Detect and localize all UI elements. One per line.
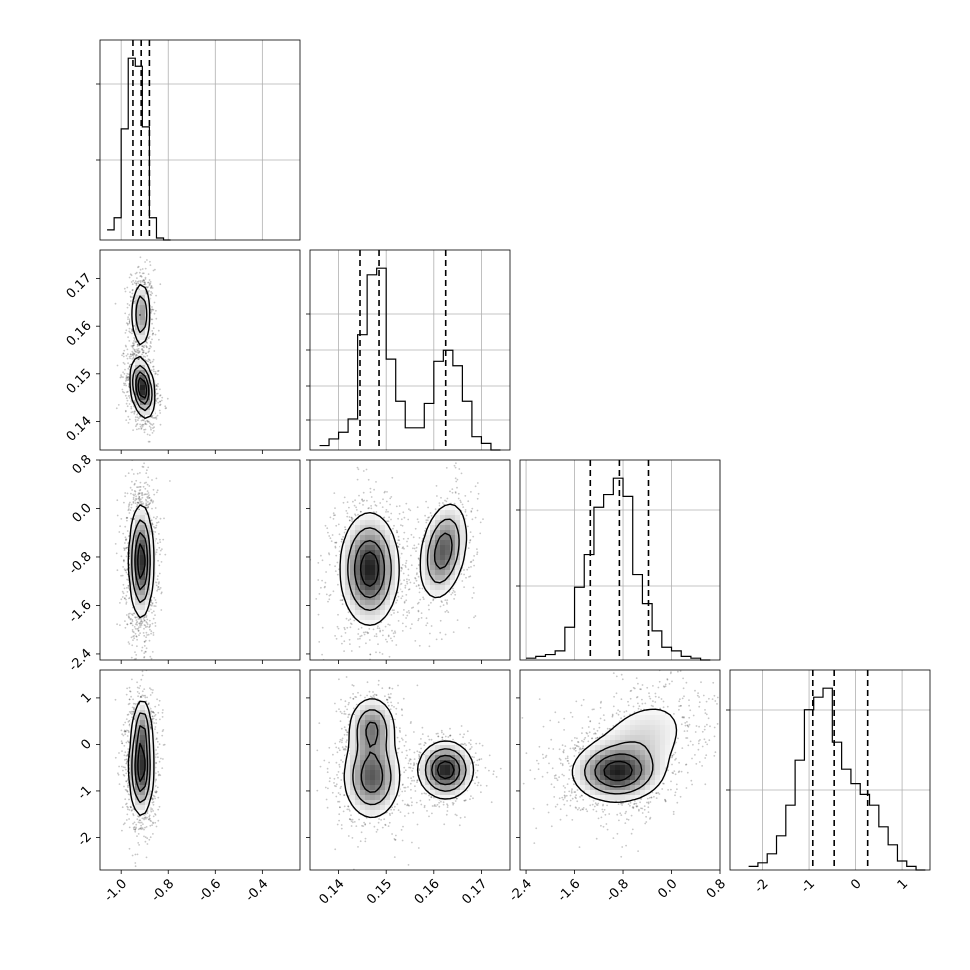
hist-p2	[516, 459, 721, 661]
y-tick-label: 0.14	[64, 414, 95, 445]
grid	[730, 670, 930, 870]
y-tick-label: 0.17	[64, 271, 95, 302]
contour-level-2	[134, 532, 149, 591]
contour-lines	[343, 698, 475, 819]
x-tick-label: 0	[848, 876, 864, 892]
grid	[100, 40, 300, 240]
contour-level-2	[360, 721, 461, 793]
y-tick-labels: 0.14 0.15 0.16 0.17 -2.4 -1.6 -0.8 0.0 0.8 -2 -1 0 1	[64, 271, 95, 850]
hist-p3	[726, 669, 931, 871]
x-tick-label: -2.4	[507, 876, 536, 905]
contour-level-2	[134, 725, 149, 793]
contour-level-3	[603, 760, 633, 782]
x-tick-labels: -1.0 -0.8 -0.6 -0.4 0.14 0.15 0.16 0.17 -2.4 -1.6…	[102, 876, 911, 907]
contour-level-1	[132, 295, 153, 412]
contour-level-3	[137, 377, 148, 399]
contour-level-0	[127, 700, 155, 816]
x-tick-label: 1	[895, 876, 911, 892]
contour-level-1	[584, 741, 654, 795]
scatter-p3-p1	[306, 669, 511, 874]
contour-level-1	[352, 709, 467, 806]
contour-lines	[127, 504, 155, 619]
x-tick-label: 0.15	[364, 876, 395, 907]
x-tick-label: -1	[798, 876, 818, 896]
contour-level-0	[339, 503, 468, 626]
grid	[310, 250, 510, 450]
contour-lines	[571, 708, 678, 803]
histogram-step	[748, 687, 926, 871]
x-tick-label: -0.4	[243, 876, 272, 905]
contour-level-0	[129, 283, 156, 419]
y-tick-label: 0	[78, 737, 94, 753]
scatter-p1-p0	[96, 249, 301, 454]
contour-lines	[129, 283, 156, 419]
y-tick-label: -2.4	[66, 646, 95, 675]
y-tick-label: 0.8	[70, 452, 95, 477]
scatter-p2-p1	[306, 459, 511, 664]
contour-lines	[339, 503, 468, 626]
contour-level-0	[343, 698, 475, 819]
y-tick-label: -2	[75, 830, 95, 850]
x-tick-label: -0.6	[196, 876, 225, 905]
contour-level-2	[135, 314, 150, 405]
contour-level-3	[137, 543, 146, 579]
y-tick-label: 0.15	[64, 366, 95, 397]
x-tick-label: 0.8	[704, 876, 729, 901]
x-tick-label: -1.0	[102, 876, 131, 905]
contour-level-3	[436, 760, 455, 780]
y-tick-label: -1	[75, 783, 95, 803]
contour-level-3	[137, 742, 146, 783]
histogram-step	[319, 267, 501, 451]
hist-p0	[96, 39, 301, 241]
scatter-p2-p0	[96, 459, 301, 664]
x-tick-label: 0.16	[412, 876, 443, 907]
contour-level-1	[131, 519, 151, 604]
y-tick-label: -1.6	[66, 598, 95, 627]
x-tick-label: -0.8	[604, 876, 633, 905]
histogram-step	[107, 57, 171, 241]
contour-level-1	[347, 518, 460, 611]
histogram-step	[526, 477, 711, 661]
contour-level-3	[359, 551, 379, 587]
x-tick-label: 0.14	[317, 876, 348, 907]
contour-level-1	[131, 712, 151, 804]
contour-lines	[127, 700, 155, 816]
hist-p1	[306, 249, 511, 451]
x-tick-label: -2	[752, 876, 772, 896]
y-tick-label: -0.8	[66, 549, 95, 578]
contour-level-0	[127, 504, 155, 619]
scatter-p3-p0	[96, 669, 301, 874]
scatter-p3-p2	[516, 669, 721, 874]
y-tick-label: 1	[78, 690, 94, 706]
y-tick-label: 0.0	[70, 501, 95, 526]
contour-level-2	[594, 753, 643, 788]
x-tick-label: -1.6	[555, 876, 584, 905]
x-tick-label: -0.8	[149, 876, 178, 905]
contour-level-0	[571, 708, 678, 803]
y-tick-label: 0.16	[64, 318, 95, 349]
contour-level-2	[353, 532, 453, 599]
x-tick-label: 0.17	[459, 876, 490, 907]
x-tick-label: 0.0	[655, 876, 680, 901]
